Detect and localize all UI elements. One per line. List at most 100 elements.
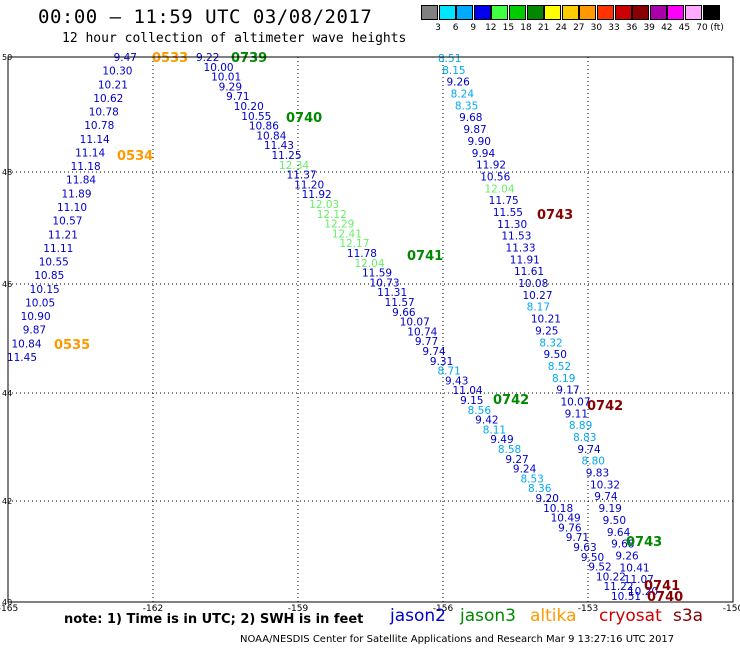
- swh-value: 10.90: [21, 311, 51, 323]
- swh-value: 8.58: [498, 444, 521, 456]
- y-tick-label: 50: [2, 53, 12, 62]
- swh-value: 9.15: [460, 395, 483, 407]
- swh-value: 9.29: [219, 81, 242, 93]
- swh-value: 10.01: [211, 72, 241, 84]
- map-frame: [7, 56, 734, 603]
- swh-value: 11.84: [66, 175, 96, 187]
- legend-swatch-6: [526, 5, 544, 20]
- swh-value: 10.22: [596, 571, 626, 583]
- x-tick-label: -156: [433, 604, 454, 614]
- satellite-legend-jason3: jason3: [460, 606, 516, 626]
- swh-value: 9.49: [490, 434, 513, 446]
- swh-value: 9.24: [513, 464, 537, 476]
- swh-value: 10.78: [89, 107, 119, 119]
- swh-value: 8.56: [468, 405, 492, 417]
- swh-value: 11.11: [43, 243, 73, 255]
- legend-swatch-13: [649, 5, 667, 20]
- swh-value: 9.64: [607, 527, 631, 539]
- swh-value: 12.03: [309, 199, 339, 211]
- swh-value: 9.43: [445, 375, 468, 387]
- swh-value: 10.21: [531, 314, 561, 326]
- swh-value: 9.47: [114, 52, 137, 64]
- swh-value: 11.18: [71, 161, 101, 173]
- swh-value: 9.17: [556, 385, 579, 397]
- swh-value: 12.04: [484, 183, 514, 195]
- swh-value: 10.07: [560, 396, 590, 408]
- swh-value: 8.24: [451, 89, 475, 101]
- legend-swatch-3: [473, 5, 491, 20]
- x-tick-label: -159: [288, 604, 309, 614]
- y-tick-label: 40: [2, 598, 12, 607]
- swh-value: 11.89: [61, 188, 91, 200]
- swh-value: 10.49: [551, 513, 581, 525]
- legend-swatch-4: [491, 5, 509, 20]
- swh-value: 9.26: [446, 77, 470, 89]
- legend-swatch-0: [421, 5, 438, 20]
- legend-swatch-10: [597, 5, 614, 20]
- swh-value: 10.05: [25, 297, 55, 309]
- swh-value: 9.77: [415, 336, 438, 348]
- swh-value: 9.26: [615, 550, 639, 562]
- swh-value: 11.78: [347, 248, 377, 260]
- legend-label: 15: [502, 23, 515, 33]
- legend-swatch-1: [438, 5, 456, 20]
- swh-value: 10.55: [39, 257, 69, 269]
- pass-time-label: 0741: [644, 579, 680, 594]
- swh-value: 11.55: [493, 207, 523, 219]
- swh-value: 11.61: [514, 266, 544, 278]
- swh-value: 9.50: [544, 349, 567, 361]
- swh-value: 11.07: [624, 574, 654, 586]
- pass-time-label: 0740: [286, 111, 322, 126]
- swh-value: 11.53: [501, 231, 531, 243]
- swh-value: 9.83: [586, 468, 609, 480]
- swh-value: 10.62: [93, 93, 123, 105]
- legend-label: 12: [485, 23, 497, 33]
- swh-value: 11.91: [510, 254, 540, 266]
- swh-value: 10.51: [611, 591, 641, 603]
- x-tick-label: -150: [723, 604, 740, 614]
- y-tick-label: 46: [2, 280, 12, 289]
- swh-value: 8.53: [520, 473, 543, 485]
- swh-value: 8.89: [569, 420, 592, 432]
- swh-value: 8.83: [573, 432, 596, 444]
- swh-value: 11.25: [271, 150, 301, 162]
- legend-unit: (ft): [710, 23, 724, 33]
- swh-value: 9.76: [558, 522, 582, 534]
- legend-label: 27: [573, 23, 585, 33]
- pass-time-label: 0743: [537, 208, 573, 223]
- swh-value: 10.84: [256, 130, 286, 142]
- swh-value: 9.27: [505, 454, 528, 466]
- swh-value: 10.56: [480, 171, 510, 183]
- swh-value: 11.14: [80, 134, 110, 146]
- x-tick-label: -162: [143, 604, 163, 614]
- swh-value: 9.20: [536, 493, 559, 505]
- legend-swatch-5: [509, 5, 526, 20]
- swh-value: 9.87: [23, 325, 46, 337]
- swh-value: 11.31: [377, 287, 407, 299]
- swh-value: 9.71: [226, 91, 249, 103]
- legend-label: 21: [537, 23, 550, 33]
- swh-value: 10.86: [249, 121, 279, 133]
- legend-swatch-11: [614, 5, 632, 20]
- swh-value: 11.45: [7, 352, 37, 364]
- swh-value: 11.21: [48, 229, 78, 241]
- swh-value: 10.57: [52, 216, 82, 228]
- x-tick-label: -165: [0, 604, 18, 614]
- swh-value: 10.21: [98, 79, 128, 91]
- satellite-legend-cryosat: cryosat: [599, 606, 662, 626]
- swh-value: 12.17: [339, 238, 369, 250]
- swh-value: 12.04: [354, 258, 384, 270]
- swh-value: 10.41: [620, 562, 650, 574]
- pass-time-label: 0535: [54, 338, 90, 353]
- swh-value: 9.74: [577, 444, 601, 456]
- swh-value: 10.55: [241, 111, 271, 123]
- swh-value: 12.41: [332, 228, 362, 240]
- legend-label: 70: [696, 23, 708, 33]
- swh-value: 8.52: [548, 361, 571, 373]
- swh-value: 8.51: [438, 53, 461, 65]
- satellite-legend-altika: altika: [530, 606, 577, 626]
- legend-label: 18: [520, 23, 532, 33]
- swh-value: 10.73: [370, 277, 400, 289]
- y-tick-label: 42: [2, 497, 12, 506]
